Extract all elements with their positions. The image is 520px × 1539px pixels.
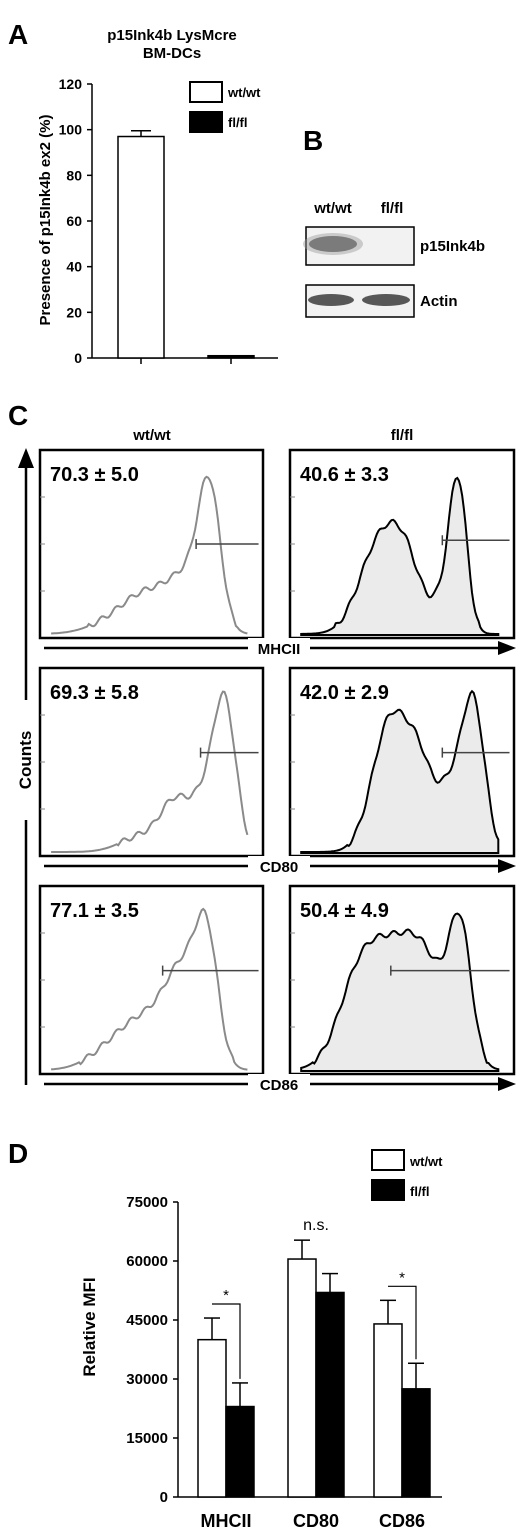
panel-d-category-label: CD80 [293,1511,339,1531]
gate-percentage: 40.6 ± 3.3 [300,464,389,486]
panel-d-bar-CD80-fl/fl [315,1291,345,1498]
marker-axis-label: MHCII [258,641,301,658]
panel-a-y-tick-label: 0 [74,350,82,366]
panel-d-bar-CD86-wt/wt [373,1323,403,1498]
marker-axis-label: CD86 [260,1077,298,1094]
marker-label-bg [248,638,310,658]
panel-d-category-label: CD86 [379,1511,425,1531]
blot-lane1-label: wt/wt [313,200,352,217]
legend-a-fl-label: fl/fl [228,115,248,130]
marker-axis-arrowhead [498,641,516,655]
histogram-curve [300,476,500,636]
histogram-MHCII-fl: 40.6 ± 3.3 [288,448,516,640]
panel-d-y-tick-label: 30000 [126,1371,168,1388]
panel-a-y-axis-label: Presence of p15Ink4b ex2 (%) [37,115,54,326]
blot-lane2-label: fl/fl [381,200,404,217]
histogram-grid: 70.3 ± 5.0 40.6 ± 3.3 MHCII 69.3 ± 5.8 42.0 … [38,448,516,1094]
panel-d-y-tick-label: 15000 [126,1430,168,1447]
panel-d-bar-MHCII-fl/fl [225,1405,255,1498]
panel-d-letter: D [8,1138,28,1169]
panel-d-y-tick-label: 0 [160,1489,168,1506]
panel-d-significance-bracket [212,1303,241,1379]
panel-d-significance-label: * [223,1287,229,1304]
legend-d-fl-label: fl/fl [410,1184,430,1199]
panel-d-y-tick-label: 60000 [126,1253,168,1270]
panel-c-letter: C [8,400,28,431]
panel-a-y-tick-label: 20 [66,304,82,320]
panel-a-y-tick-label: 120 [59,76,83,92]
col2-header: fl/fl [391,427,414,444]
panel-d-y-axis-label: Relative MFI [80,1277,99,1376]
panel-d-significance-label: n.s. [303,1217,329,1234]
marker-axis-CD80: CD80 [44,856,516,876]
legend-d-wt-swatch [371,1149,405,1171]
panel-a-title-line1: p15Ink4b LysMcre [107,27,237,44]
histogram-curve [51,690,249,853]
legend-d-fl-swatch [371,1179,405,1201]
panel-d-chart: 0 15000 30000 45000 60000 75000 * MHCII n.s. CD80… [126,1194,442,1531]
histogram-MHCII-wt: 70.3 ± 5.0 [38,448,265,640]
marker-label-bg [248,856,310,876]
marker-axis-CD86: CD86 [44,1074,516,1094]
blot-actin [305,284,415,318]
panel-a-y-tick-label: 40 [66,259,82,275]
blot1-label: p15Ink4b [420,238,485,255]
panel-d-bar-MHCII-wt/wt [197,1338,227,1498]
gate-percentage: 50.4 ± 4.9 [300,900,389,922]
panel-a-letter: A [8,19,28,50]
panel-d-bar-CD86-fl/fl [401,1388,431,1498]
gate-percentage: 77.1 ± 3.5 [50,900,139,922]
panel-b-letter: B [303,125,323,156]
col1-header: wt/wt [132,427,171,444]
panel-a-bar-wt/wt [117,135,165,359]
marker-axis-arrowhead [498,1077,516,1091]
legend-a-wt-label: wt/wt [227,85,261,100]
histogram-curve [300,689,500,854]
histogram-frame [38,884,265,1076]
histogram-curve [300,912,500,1072]
marker-label-bg [248,1074,310,1094]
panel-a-y-tick-label: 80 [66,167,82,183]
gate-percentage: 42.0 ± 2.9 [300,682,389,704]
legend-a-wt-swatch [189,81,223,103]
marker-axis-MHCII: MHCII [44,638,516,658]
marker-axis-arrowhead [498,859,516,873]
marker-axis-label: CD80 [260,859,298,876]
histogram-CD80-wt: 69.3 ± 5.8 [38,666,265,858]
legend-d-wt-label: wt/wt [409,1154,443,1169]
panel-d-bar-CD80-wt/wt [287,1258,317,1498]
blot2-label: Actin [420,293,458,310]
panel-d-significance-bracket [388,1285,417,1360]
panel-d-significance-label: * [399,1269,405,1286]
histogram-CD86-wt: 77.1 ± 3.5 [38,884,265,1076]
counts-label: Counts [16,731,35,790]
panel-a-y-tick-label: 60 [66,213,82,229]
panel-d-y-tick-label: 75000 [126,1194,168,1211]
panel-d-y-tick-label: 45000 [126,1312,168,1329]
gate-percentage: 70.3 ± 5.0 [50,464,139,486]
gate-percentage: 69.3 ± 5.8 [50,682,139,704]
blot-p15ink4b [303,226,415,266]
histogram-curve [50,907,248,1071]
panel-d-category-label: MHCII [201,1511,252,1531]
panel-a-bar-fl/fl [207,354,255,359]
panel-a-y-tick-label: 100 [59,122,83,138]
histogram-CD86-fl: 50.4 ± 4.9 [288,884,516,1076]
legend-a-fl-swatch [189,111,223,133]
histogram-curve [51,475,248,635]
counts-axis-arrow [18,448,34,1085]
panel-a-title-line2: BM-DCs [143,45,201,62]
histogram-CD80-fl: 42.0 ± 2.9 [288,666,516,858]
panel-a-chart: 0 20 40 60 80 100 120 [59,76,278,366]
